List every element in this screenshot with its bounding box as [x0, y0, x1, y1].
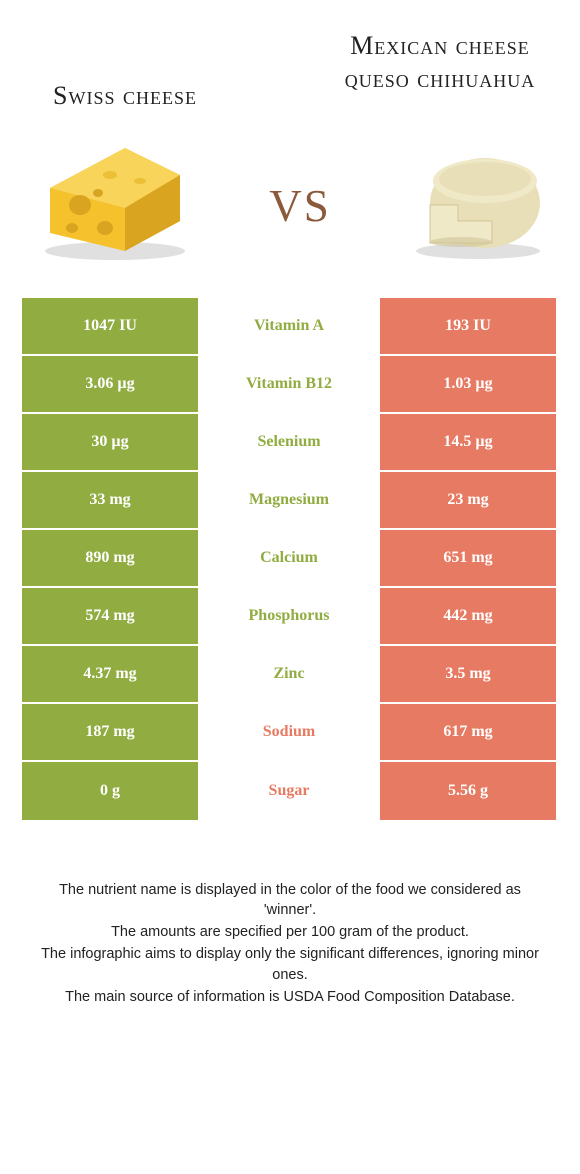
cell-value-b: 193 IU: [378, 298, 556, 354]
table-row: 0 gSugar5.56 g: [22, 762, 558, 820]
table-row: 30 µgSelenium14.5 µg: [22, 414, 558, 472]
cell-value-a: 3.06 µg: [22, 356, 200, 412]
cell-nutrient-name: Zinc: [200, 646, 378, 702]
table-row: 187 mgSodium617 mg: [22, 704, 558, 762]
footer-line-3: The infographic aims to display only the…: [35, 944, 545, 985]
cell-value-b: 5.56 g: [378, 762, 556, 820]
footer-notes: The nutrient name is displayed in the co…: [0, 820, 580, 1008]
table-row: 890 mgCalcium651 mg: [22, 530, 558, 588]
footer-line-2: The amounts are specified per 100 gram o…: [35, 922, 545, 942]
cell-value-b: 1.03 µg: [378, 356, 556, 412]
nutrient-comparison-table: 1047 IUVitamin A193 IU3.06 µgVitamin B12…: [22, 298, 558, 820]
cell-nutrient-name: Magnesium: [200, 472, 378, 528]
queso-chihuahua-icon: [400, 133, 550, 268]
cell-value-a: 0 g: [22, 762, 200, 820]
cell-nutrient-name: Phosphorus: [200, 588, 378, 644]
cell-value-b: 617 mg: [378, 704, 556, 760]
cell-value-a: 4.37 mg: [22, 646, 200, 702]
cell-value-b: 14.5 µg: [378, 414, 556, 470]
swiss-cheese-icon: [30, 133, 200, 268]
cell-value-b: 651 mg: [378, 530, 556, 586]
food-a-title: Swiss cheese: [20, 30, 230, 113]
footer-line-1: The nutrient name is displayed in the co…: [35, 880, 545, 921]
cell-value-a: 30 µg: [22, 414, 200, 470]
cell-value-a: 574 mg: [22, 588, 200, 644]
cell-nutrient-name: Vitamin B12: [200, 356, 378, 412]
cell-nutrient-name: Selenium: [200, 414, 378, 470]
footer-line-4: The main source of information is USDA F…: [35, 987, 545, 1007]
table-row: 4.37 mgZinc3.5 mg: [22, 646, 558, 704]
comparison-images-row: vs: [0, 123, 580, 298]
cell-value-a: 890 mg: [22, 530, 200, 586]
cell-value-a: 33 mg: [22, 472, 200, 528]
food-b-title: Mexican cheese queso chihuahua: [320, 30, 560, 95]
vs-label: vs: [269, 163, 331, 237]
table-row: 574 mgPhosphorus442 mg: [22, 588, 558, 646]
cell-value-a: 1047 IU: [22, 298, 200, 354]
table-row: 33 mgMagnesium23 mg: [22, 472, 558, 530]
cell-nutrient-name: Sugar: [200, 762, 378, 820]
comparison-header: Swiss cheese Mexican cheese queso chihua…: [0, 0, 580, 123]
cell-value-b: 23 mg: [378, 472, 556, 528]
cell-value-a: 187 mg: [22, 704, 200, 760]
cell-value-b: 3.5 mg: [378, 646, 556, 702]
table-row: 1047 IUVitamin A193 IU: [22, 298, 558, 356]
cell-nutrient-name: Vitamin A: [200, 298, 378, 354]
cell-nutrient-name: Calcium: [200, 530, 378, 586]
cell-value-b: 442 mg: [378, 588, 556, 644]
cell-nutrient-name: Sodium: [200, 704, 378, 760]
table-row: 3.06 µgVitamin B121.03 µg: [22, 356, 558, 414]
